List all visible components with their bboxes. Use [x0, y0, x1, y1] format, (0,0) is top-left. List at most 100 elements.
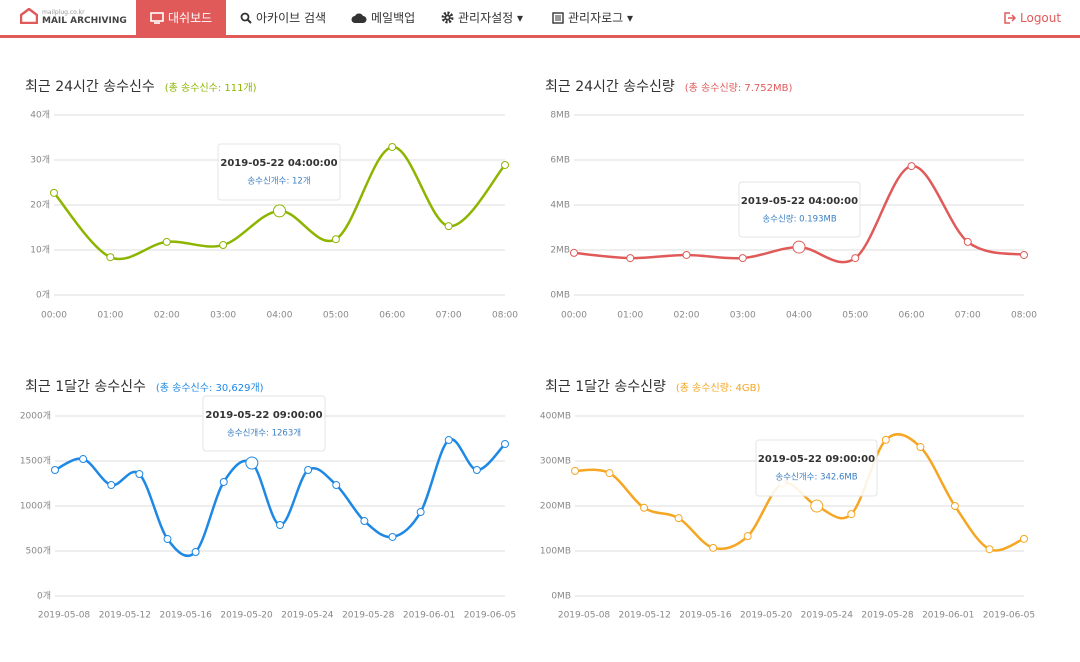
- data-point: [219, 477, 228, 486]
- y-tick-label: 0개: [37, 591, 51, 602]
- y-tick-label: 300MB: [540, 457, 571, 467]
- x-tick-label: 08:00: [492, 311, 518, 321]
- nav-label: 대쉬보드: [168, 11, 213, 25]
- data-point: [219, 241, 228, 250]
- nav-search[interactable]: 아카이브 검색: [240, 0, 326, 35]
- chart-subtitle: (총 송수신량: 7.752MB): [685, 82, 793, 94]
- tooltip-title: 2019-05-22 04:00:00: [741, 196, 858, 207]
- x-tick-label: 2019-05-16: [679, 611, 732, 621]
- data-point: [907, 162, 916, 171]
- y-tick-label: 0MB: [550, 291, 570, 301]
- data-point: [50, 188, 58, 197]
- line-series: [53, 145, 506, 261]
- data-point: [1020, 534, 1028, 543]
- data-point: [674, 514, 683, 523]
- y-tick-label: 20개: [30, 200, 50, 211]
- tooltip-text: 송수신개수: 1263개: [227, 428, 301, 439]
- data-point: [963, 237, 972, 246]
- data-point: [191, 547, 200, 556]
- x-tick-label: 2019-06-05: [983, 611, 1035, 621]
- nav-dashboard[interactable]: 대쉬보드: [136, 0, 226, 35]
- logo-text: MAIL ARCHIVING: [42, 16, 127, 26]
- data-point: [950, 502, 959, 510]
- x-tick-label: 05:00: [323, 311, 349, 321]
- data-point: [682, 250, 691, 259]
- charts: 최근 24시간 송수신수 (총 송수신수: 111개) 0개 10개 20개 30개 40개…: [20, 79, 1037, 621]
- data-point: [388, 142, 397, 151]
- data-point: [332, 481, 341, 490]
- x-tick-label: 2019-05-20: [220, 611, 273, 621]
- data-point: [501, 439, 509, 448]
- x-tick-label: 2019-05-24: [281, 611, 334, 621]
- y-tick-label: 40개: [30, 110, 50, 121]
- logo-icon: [19, 7, 39, 25]
- x-tick-label: 04:00: [786, 311, 812, 321]
- chart-subtitle: (총 송수신수: 30,629개): [156, 382, 264, 394]
- chart-subtitle: (총 송수신량: 4GB): [676, 382, 761, 394]
- x-tick-label: 08:00: [1011, 311, 1037, 321]
- data-point: [847, 510, 856, 519]
- logo[interactable]: mailplug.co.kr MAIL ARCHIVING: [19, 0, 127, 35]
- x-tick-label: 02:00: [154, 311, 180, 321]
- logout[interactable]: Logout: [1004, 0, 1061, 35]
- logout-label: Logout: [1020, 11, 1062, 25]
- monitor-icon: [150, 12, 164, 24]
- y-tick-label: 6MB: [550, 156, 570, 166]
- x-tick-label: 04:00: [267, 311, 293, 321]
- data-point: [163, 535, 172, 544]
- x-tick-label: 2019-05-12: [99, 611, 151, 621]
- y-tick-label: 0개: [36, 290, 50, 301]
- data-point: [916, 443, 925, 452]
- x-tick-label: 2019-05-28: [342, 611, 395, 621]
- nav-settings[interactable]: 관리자설정 ▾: [441, 0, 523, 35]
- x-tick-label: 00:00: [561, 311, 587, 321]
- y-tick-label: 30개: [30, 155, 50, 166]
- nav-backup[interactable]: 메일백업: [351, 0, 415, 35]
- nav-label: 아카이브 검색: [256, 11, 327, 25]
- x-tick-label: 2019-05-08: [38, 611, 91, 621]
- chart-title: 최근 24시간 송수신수: [25, 79, 155, 95]
- data-point: [360, 517, 369, 526]
- data-point: [501, 160, 509, 169]
- tooltip: [755, 439, 878, 497]
- data-point: [162, 237, 171, 246]
- data-point: [605, 469, 614, 478]
- tooltip: [202, 395, 326, 452]
- y-tick-label: 200MB: [540, 502, 571, 512]
- nav-label: 관리자로그: [568, 11, 624, 25]
- x-tick-label: 2019-05-20: [740, 611, 793, 621]
- data-point: [106, 253, 115, 262]
- line-series: [573, 164, 1025, 264]
- y-tick-label: 8MB: [550, 111, 570, 121]
- data-point: [1020, 250, 1028, 259]
- data-point: [738, 254, 747, 263]
- nav-label: 메일백업: [371, 11, 416, 25]
- data-point: [107, 481, 116, 490]
- x-tick-label: 01:00: [617, 311, 643, 321]
- x-tick-label: 01:00: [97, 311, 123, 321]
- chart-title: 최근 1달간 송수신수: [25, 379, 146, 395]
- x-tick-label: 2019-06-01: [403, 611, 455, 621]
- nav-log[interactable]: 관리자로그 ▾: [552, 0, 633, 35]
- data-point: [444, 222, 453, 231]
- data-point: [985, 545, 994, 554]
- y-tick-label: 2MB: [550, 246, 570, 256]
- data-point: [388, 532, 397, 541]
- tooltip-text: 송수신량: 0.193MB: [762, 214, 837, 225]
- search-icon: [240, 12, 252, 24]
- x-tick-label: 06:00: [899, 311, 925, 321]
- tooltip: [217, 143, 341, 201]
- data-point: [273, 204, 286, 218]
- data-point: [51, 466, 59, 474]
- data-point: [245, 456, 259, 470]
- y-tick-label: 100MB: [540, 547, 571, 557]
- gear-icon: [441, 11, 454, 24]
- data-point: [571, 466, 579, 475]
- navbar: mailplug.co.kr MAIL ARCHIVING 대쉬보드 아카이브 …: [0, 0, 1080, 38]
- data-point: [331, 235, 340, 244]
- x-tick-label: 2019-05-28: [861, 611, 914, 621]
- chart-title: 최근 24시간 송수신량: [545, 79, 675, 95]
- x-tick-label: 03:00: [210, 311, 236, 321]
- data-point: [640, 503, 649, 512]
